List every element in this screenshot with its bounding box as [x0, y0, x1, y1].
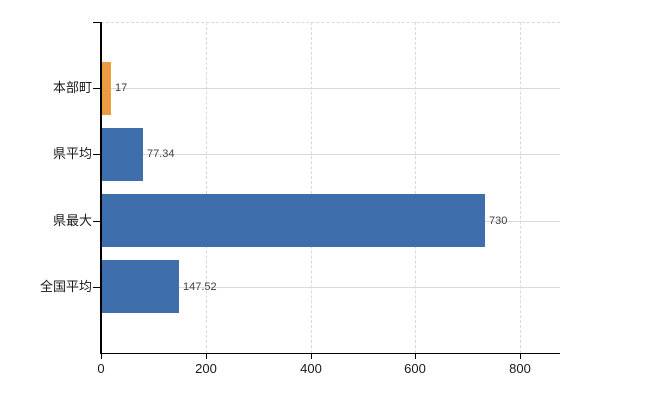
x-axis-tick [101, 354, 102, 359]
y-axis-tick [93, 154, 100, 155]
category-label: 県平均 [52, 146, 92, 161]
bar [102, 260, 179, 313]
bar-value-label: 147.52 [183, 281, 217, 293]
bar-value-label: 17 [115, 82, 128, 94]
bar-value-label: 77.34 [147, 148, 175, 160]
x-axis-tick [206, 354, 207, 359]
bar [102, 62, 111, 115]
gridline-vertical [520, 22, 522, 353]
gridline-horizontal [101, 154, 560, 156]
x-axis-tick-label: 800 [509, 361, 531, 376]
gridline-horizontal [101, 286, 560, 288]
y-axis [100, 22, 102, 354]
x-axis-tick-label: 200 [195, 361, 217, 376]
bar [102, 194, 485, 247]
x-axis-tick [415, 354, 416, 359]
y-axis-tick [93, 88, 100, 89]
x-axis [101, 353, 560, 354]
gridline-vertical [205, 22, 207, 353]
category-label: 全国平均 [39, 279, 92, 294]
y-axis-tick [93, 221, 100, 222]
plot-top-border [101, 22, 560, 23]
x-axis-tick [311, 354, 312, 359]
category-label: 県最大 [52, 213, 92, 228]
x-axis-tick-label: 400 [300, 361, 322, 376]
bar [102, 128, 143, 181]
x-axis-tick [520, 354, 521, 359]
y-axis-tick [93, 287, 100, 288]
gridline-vertical [310, 22, 312, 353]
y-axis-tick [93, 22, 100, 23]
category-label: 本部町 [52, 80, 92, 95]
gridline-vertical [415, 22, 417, 353]
x-axis-tick-label: 0 [97, 361, 105, 376]
x-axis-tick-label: 600 [404, 361, 426, 376]
gridline-horizontal [101, 88, 560, 90]
bar-value-label: 730 [489, 215, 508, 227]
